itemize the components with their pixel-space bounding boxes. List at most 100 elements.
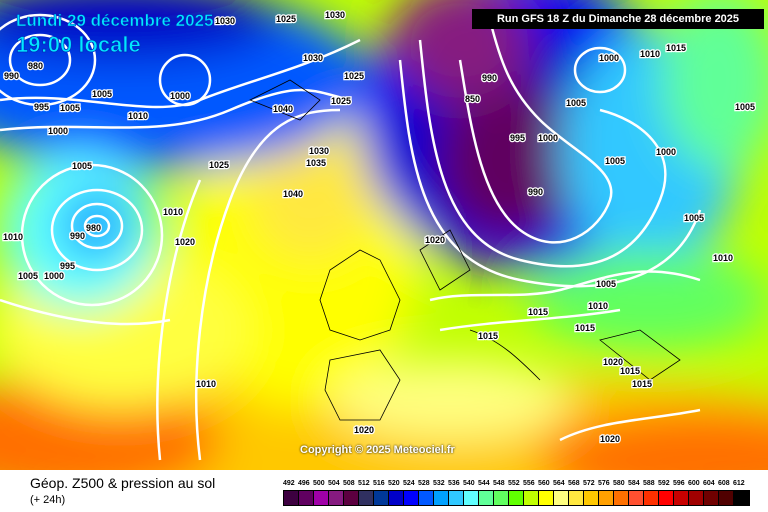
pressure-label: 1030	[325, 10, 345, 20]
pressure-label: 1010	[196, 379, 216, 389]
pressure-label: 1000	[170, 91, 190, 101]
legend-swatch	[629, 491, 644, 505]
pressure-label: 1015	[575, 323, 595, 333]
pressure-label: 1030	[303, 53, 323, 63]
legend-swatch	[719, 491, 734, 505]
forecast-time: 19:00 locale	[16, 32, 142, 58]
legend-label: 580	[613, 480, 625, 487]
legend-swatch	[299, 491, 314, 505]
legend-label: 608	[718, 480, 730, 487]
pressure-label: 1010	[588, 301, 608, 311]
legend-swatch	[389, 491, 404, 505]
legend-label: 532	[433, 480, 445, 487]
legend-label: 556	[523, 480, 535, 487]
legend-swatch	[614, 491, 629, 505]
legend-swatch	[284, 491, 299, 505]
pressure-label: 980	[28, 61, 43, 71]
legend-label: 564	[553, 480, 565, 487]
legend-swatch	[314, 491, 329, 505]
legend-swatch	[509, 491, 524, 505]
legend-label: 516	[373, 480, 385, 487]
pressure-label: 1000	[48, 126, 68, 136]
legend-label: 508	[343, 480, 355, 487]
pressure-label: 980	[86, 223, 101, 233]
copyright: Copyright © 2025 Meteociel.fr	[300, 444, 455, 456]
legend-swatch	[404, 491, 419, 505]
weather-map: 1030 1025 1030 980 990 1005 1000 995 1005 1010 100…	[0, 0, 768, 470]
legend-label: 528	[418, 480, 430, 487]
legend-label: 596	[673, 480, 685, 487]
legend-label: 568	[568, 480, 580, 487]
legend-label: 560	[538, 480, 550, 487]
pressure-label: 1020	[600, 434, 620, 444]
legend-label: 604	[703, 480, 715, 487]
pressure-label: 1025	[344, 71, 364, 81]
legend-swatch	[689, 491, 704, 505]
legend-swatch	[449, 491, 464, 505]
legend-label: 496	[298, 480, 310, 487]
pressure-label: 1020	[603, 357, 623, 367]
pressure-label: 1025	[331, 96, 351, 106]
legend-label: 500	[313, 480, 325, 487]
pressure-label: 1025	[276, 14, 296, 24]
legend-label: 592	[658, 480, 670, 487]
pressure-label: 1015	[620, 366, 640, 376]
legend-swatch	[329, 491, 344, 505]
isobars	[0, 13, 702, 461]
legend-swatch	[494, 491, 509, 505]
legend-swatch	[464, 491, 479, 505]
legend-label: 504	[328, 480, 340, 487]
legend-swatch	[659, 491, 674, 505]
pressure-label: 995	[60, 261, 75, 271]
legend-label: 584	[628, 480, 640, 487]
legend-swatch	[359, 491, 374, 505]
legend-label: 548	[493, 480, 505, 487]
forecast-date: Lundi 29 décembre 2025	[16, 11, 214, 31]
pressure-label: 850	[465, 94, 480, 104]
pressure-label: 1005	[566, 98, 586, 108]
pressure-label: 995	[510, 133, 525, 143]
legend-swatch	[554, 491, 569, 505]
pressure-label: 1005	[92, 89, 112, 99]
pressure-label: 990	[528, 187, 543, 197]
legend-swatch	[419, 491, 434, 505]
pressure-label: 1000	[538, 133, 558, 143]
pressure-label: 1000	[44, 271, 64, 281]
pressure-label: 1005	[18, 271, 38, 281]
pressure-label: 1010	[713, 253, 733, 263]
legend-label: 540	[463, 480, 475, 487]
pressure-label: 990	[4, 71, 19, 81]
legend-swatch	[704, 491, 719, 505]
legend-label: 588	[643, 480, 655, 487]
pressure-label: 1035	[306, 158, 326, 168]
legend-label: 552	[508, 480, 520, 487]
legend-label: 576	[598, 480, 610, 487]
pressure-label: 1010	[3, 232, 23, 242]
pressure-label: 990	[482, 73, 497, 83]
pressure-label: 1020	[425, 235, 445, 245]
legend-swatch	[539, 491, 554, 505]
pressure-label: 1025	[209, 160, 229, 170]
map-title: Géop. Z500 & pression au sol	[30, 475, 216, 491]
legend-label: 524	[403, 480, 415, 487]
legend-swatch	[644, 491, 659, 505]
pressure-label: 1020	[175, 237, 195, 247]
pressure-label: 995	[34, 102, 49, 112]
legend-swatch	[734, 491, 749, 505]
legend-swatch	[674, 491, 689, 505]
legend-label: 544	[478, 480, 490, 487]
legend-label: 536	[448, 480, 460, 487]
pressure-label: 1015	[528, 307, 548, 317]
legend-label: 512	[358, 480, 370, 487]
pressure-label: 1030	[215, 16, 235, 26]
legend-swatch	[569, 491, 584, 505]
legend-swatch	[584, 491, 599, 505]
pressure-label: 1040	[283, 189, 303, 199]
coastlines	[249, 79, 681, 421]
legend-swatch	[434, 491, 449, 505]
pressure-label: 1005	[684, 213, 704, 223]
pressure-label: 1010	[128, 111, 148, 121]
pressure-label: 1005	[735, 102, 755, 112]
